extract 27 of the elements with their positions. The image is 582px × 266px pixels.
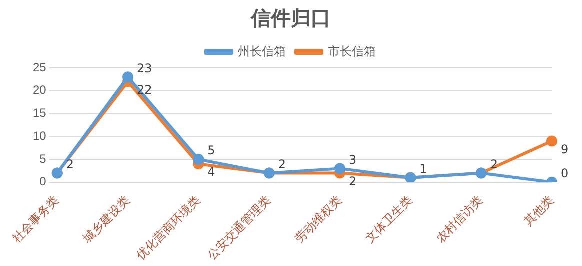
x-tick-label: 优化营商环境类 (134, 193, 204, 262)
data-label: 3 (349, 152, 357, 167)
data-label: 2 (66, 157, 74, 172)
y-tick-label: 25 (32, 60, 47, 74)
y-tick-label: 10 (32, 128, 47, 143)
data-label: 4 (208, 165, 216, 180)
legend-label: 市长信箱 (328, 44, 376, 58)
data-label: 9 (561, 142, 569, 156)
x-tick-label: 公安交通管理类 (204, 193, 274, 262)
data-label: 23 (137, 61, 152, 76)
y-tick-label: 15 (32, 106, 47, 120)
legend-label: 州长信箱 (238, 44, 286, 58)
data-label: 5 (208, 144, 216, 158)
y-tick-label: 5 (40, 152, 47, 166)
x-tick-label: 其他类 (521, 193, 556, 228)
x-tick-label: 城乡建设类 (79, 193, 132, 246)
x-tick-label: 社会事务类 (9, 193, 62, 246)
data-label: 2 (349, 174, 357, 188)
data-label: 2 (278, 157, 286, 172)
x-tick-label: 劳动维权类 (292, 193, 344, 246)
y-tick-label: 0 (40, 174, 47, 189)
x-tick-label: 文体卫生类 (362, 193, 416, 246)
chart-title: 信件归口 (250, 6, 331, 30)
x-tick-label: 农村信访类 (433, 193, 486, 246)
y-tick-label: 20 (32, 83, 47, 98)
data-label: 1 (420, 162, 428, 176)
data-label: 0 (561, 166, 569, 181)
